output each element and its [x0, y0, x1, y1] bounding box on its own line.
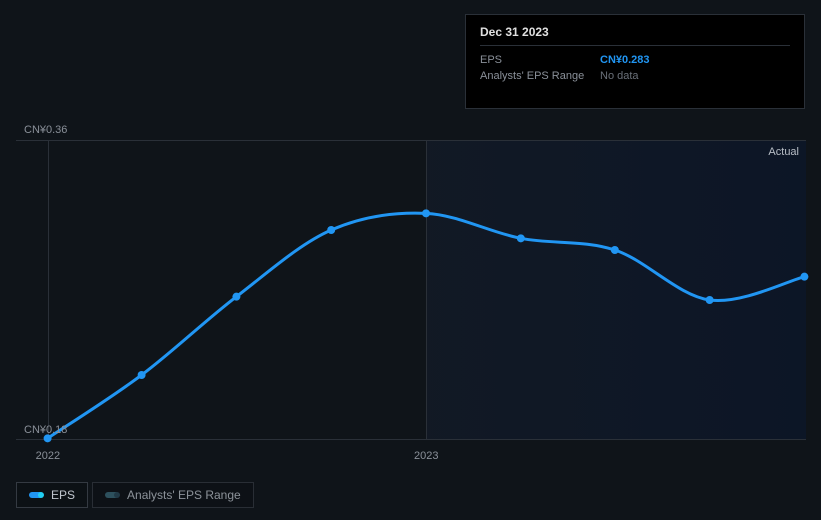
chart-container: Dec 31 2023 EPS CN¥0.283 Analysts' EPS R… — [0, 0, 821, 520]
line-chart-svg — [16, 140, 806, 440]
legend-swatch-icon — [29, 492, 43, 498]
legend-label: EPS — [51, 488, 75, 502]
tooltip-date: Dec 31 2023 — [480, 25, 790, 46]
tooltip-label: Analysts' EPS Range — [480, 70, 600, 82]
legend-swatch-icon — [105, 492, 119, 498]
tooltip-row-range: Analysts' EPS Range No data — [480, 68, 790, 84]
chart-plot-area[interactable] — [16, 140, 806, 440]
legend-item-analysts-range[interactable]: Analysts' EPS Range — [92, 482, 254, 508]
chart-tooltip: Dec 31 2023 EPS CN¥0.283 Analysts' EPS R… — [465, 14, 805, 109]
x-axis-label: 2022 — [36, 450, 60, 462]
tooltip-row-eps: EPS CN¥0.283 — [480, 52, 790, 68]
y-axis-label-top: CN¥0.36 — [24, 124, 67, 136]
legend-label: Analysts' EPS Range — [127, 488, 241, 502]
tooltip-label: EPS — [480, 54, 600, 66]
chart-legend: EPS Analysts' EPS Range — [16, 482, 254, 508]
tooltip-value: CN¥0.283 — [600, 54, 650, 66]
y-axis-label-bottom: CN¥0.18 — [24, 424, 67, 436]
tooltip-value: No data — [600, 70, 639, 82]
legend-item-eps[interactable]: EPS — [16, 482, 88, 508]
x-axis-label: 2023 — [414, 450, 438, 462]
actual-label: Actual — [768, 146, 799, 158]
